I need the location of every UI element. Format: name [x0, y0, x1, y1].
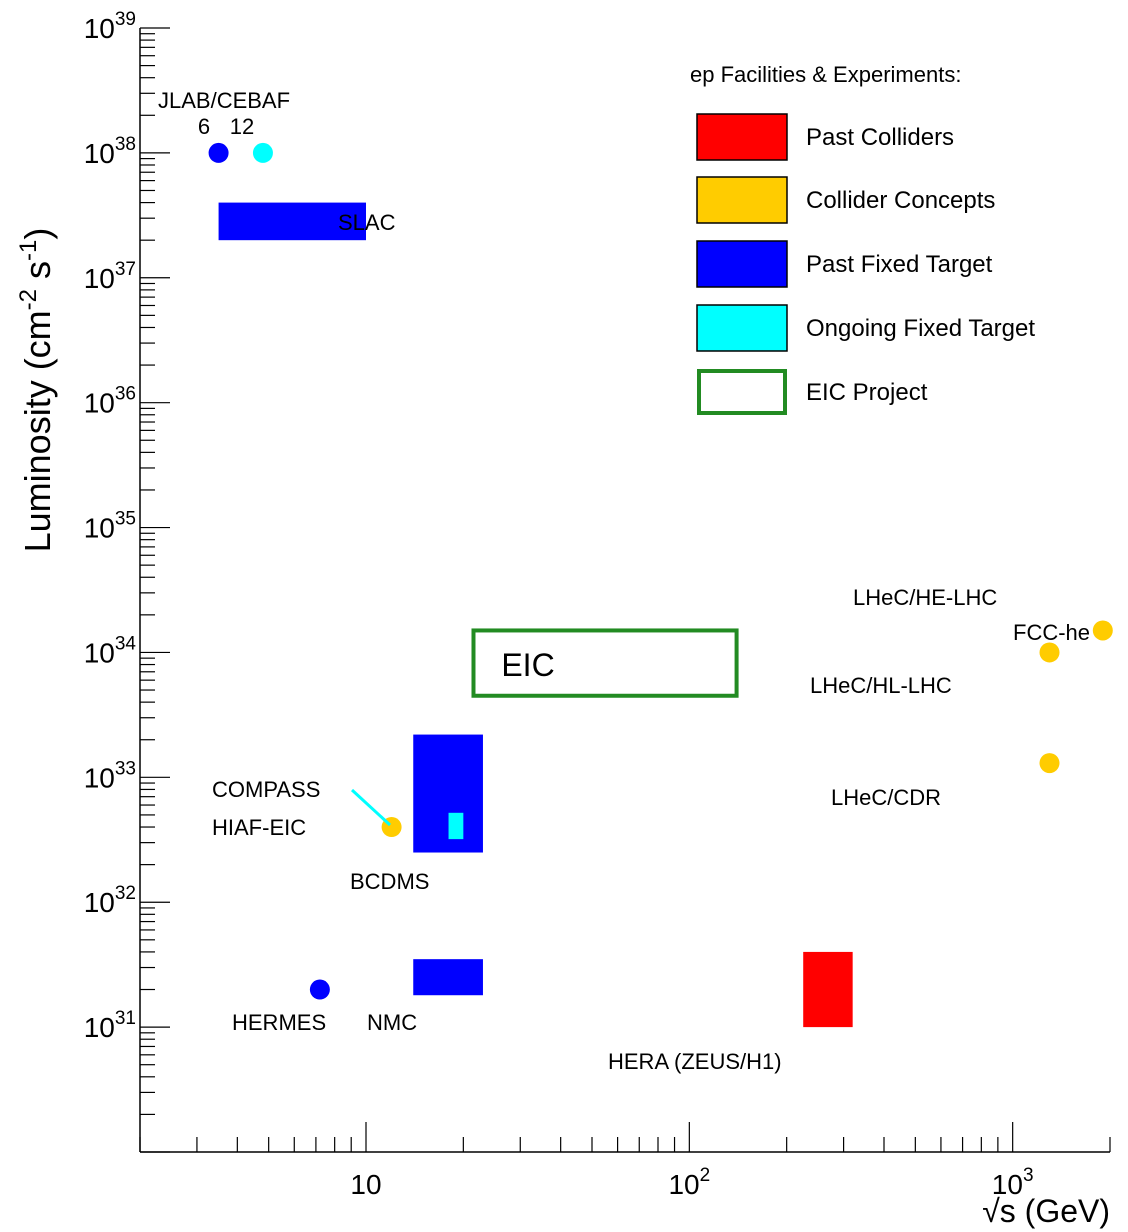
label-jlab-12: 12 — [230, 114, 254, 139]
label-jlab-6: 6 — [198, 114, 210, 139]
label-bcdms: BCDMS — [350, 869, 429, 894]
label-slac: SLAC — [338, 210, 396, 235]
label-lhec-he-lhc: LHeC/HE-LHC — [853, 585, 997, 610]
y-tick-label: 1039 — [84, 9, 136, 44]
axes: 10 102 103 1031 1032 1033 1034 1035 1036 1037 1038… — [84, 9, 1111, 1200]
legend-ongoing-fixed-target-swatch — [696, 304, 788, 352]
y-tick-label: 1038 — [84, 134, 136, 169]
legend-ongoing-fixed-target-label: Ongoing Fixed Target — [806, 315, 1035, 342]
point-hermes — [309, 979, 330, 1000]
legend-eic-project-swatch — [697, 369, 787, 415]
legend-title: ep Facilities & Experiments: — [690, 62, 961, 87]
chart-marks — [208, 142, 1113, 1028]
x-axis-title: √s (GeV) — [982, 1193, 1110, 1229]
legend-collider-concepts-swatch — [696, 176, 788, 224]
point-lhec-cdr — [1039, 753, 1060, 774]
point-lhec-hl-lhc — [1039, 642, 1060, 663]
legend-eic-project-label: EIC Project — [806, 379, 928, 406]
box-slac — [218, 202, 367, 241]
y-tick-label: 1034 — [84, 633, 137, 668]
label-hera: HERA (ZEUS/H1) — [608, 1049, 782, 1074]
label-hiaf-eic: HIAF-EIC — [212, 815, 306, 840]
x-tick-label: 102 — [668, 1165, 710, 1200]
y-tick-label: 1033 — [84, 758, 136, 793]
legend-collider-concepts-label: Collider Concepts — [806, 187, 995, 214]
y-tick-label: 1032 — [84, 883, 136, 918]
legend-past-colliders-label: Past Colliders — [806, 124, 954, 151]
y-tick-label: 1037 — [84, 259, 136, 294]
label-lhec-cdr: LHeC/CDR — [831, 785, 941, 810]
box-nmc — [413, 959, 483, 996]
box-bcdms — [413, 734, 483, 853]
x-tick-label: 10 — [350, 1169, 381, 1200]
compass-pointer-line — [350, 788, 392, 827]
legend-entries: Past Colliders Collider Concepts Past Fixe… — [696, 113, 1035, 415]
y-axis-title: Luminosity (cm-2 s-1) — [15, 228, 58, 553]
box-hera-zeus-h1 — [803, 951, 853, 1028]
label-fcc-he: FCC-he — [1013, 620, 1090, 645]
legend: ep Facilities & Experiments: Past Collid… — [690, 62, 1035, 415]
label-eic: EIC — [501, 647, 554, 683]
y-tick-label: 1036 — [84, 384, 136, 419]
x-tick-label: 103 — [992, 1165, 1034, 1200]
annotations: JLAB/CEBAF 6 12 SLAC COMPASS HIAF-EIC BC… — [158, 88, 1090, 1074]
label-nmc: NMC — [367, 1010, 417, 1035]
box-compass — [448, 812, 464, 840]
y-tick-label: 1031 — [84, 1008, 136, 1043]
point-jlab-12 — [252, 142, 273, 163]
point-jlab-6 — [208, 142, 229, 163]
box-eic — [471, 628, 739, 698]
legend-past-fixed-target-swatch — [696, 240, 788, 288]
label-lhec-hl-lhc: LHeC/HL-LHC — [810, 673, 952, 698]
y-tick-label: 1035 — [84, 509, 136, 544]
legend-past-colliders-swatch — [696, 113, 788, 161]
y-axis-title-text: Luminosity (cm-2 s-1) — [15, 228, 58, 553]
point-lhec-he-lhc — [1092, 620, 1113, 641]
legend-past-fixed-target-label: Past Fixed Target — [806, 251, 993, 278]
label-hermes: HERMES — [232, 1010, 326, 1035]
label-compass: COMPASS — [212, 777, 320, 802]
label-jlab-cebaf: JLAB/CEBAF — [158, 88, 290, 113]
